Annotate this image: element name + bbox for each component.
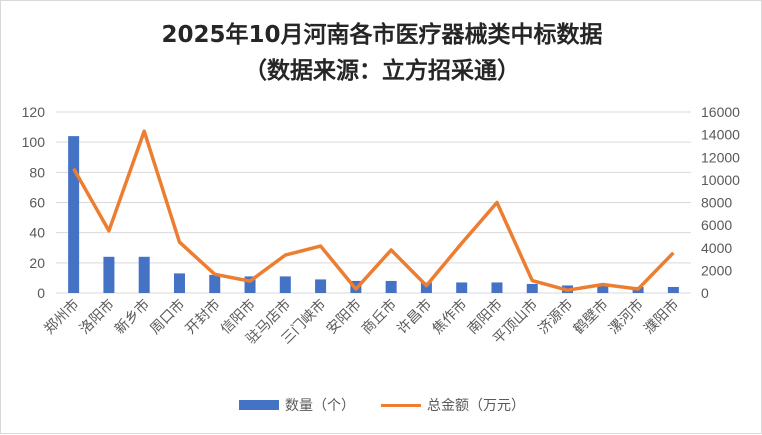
legend-label: 数量（个） — [285, 395, 355, 415]
category-label: 济源市 — [535, 296, 577, 338]
category-label: 漯河市 — [605, 296, 647, 338]
bar — [68, 136, 79, 293]
category-label: 开封市 — [182, 296, 224, 338]
left-tick-label: 20 — [29, 255, 45, 271]
bar — [174, 273, 185, 293]
legend-label: 总金额（万元） — [427, 395, 525, 415]
left-tick-label: 100 — [22, 134, 46, 150]
left-tick-label: 80 — [29, 164, 45, 180]
left-tick-label: 60 — [29, 195, 45, 211]
right-tick-label: 10000 — [701, 172, 740, 188]
right-tick-label: 16000 — [701, 104, 740, 120]
legend-item-count: 数量（个） — [239, 395, 355, 415]
left-tick-label: 40 — [29, 225, 45, 241]
category-label: 洛阳市 — [76, 296, 118, 338]
bar — [668, 287, 679, 293]
right-tick-label: 8000 — [701, 195, 732, 211]
bar — [280, 276, 291, 293]
category-label: 郑州市 — [41, 296, 83, 338]
left-tick-label: 120 — [22, 104, 46, 120]
right-tick-label: 0 — [701, 285, 709, 301]
bar — [386, 281, 397, 293]
left-tick-label: 0 — [37, 285, 45, 301]
right-tick-label: 14000 — [701, 127, 740, 143]
bar — [103, 257, 114, 293]
category-label: 安阳市 — [323, 296, 365, 338]
category-label: 许昌市 — [394, 296, 436, 338]
bar — [491, 282, 502, 293]
bar — [209, 275, 220, 293]
legend-swatch-bar — [239, 400, 279, 410]
right-tick-label: 4000 — [701, 240, 732, 256]
category-label: 濮阳市 — [640, 296, 682, 338]
category-label: 鹤壁市 — [570, 296, 612, 338]
bar — [456, 282, 467, 293]
right-tick-label: 2000 — [701, 262, 732, 278]
bar — [527, 284, 538, 293]
bar — [139, 257, 150, 293]
amount-line — [74, 131, 674, 290]
legend-item-amount: 总金额（万元） — [381, 395, 525, 415]
bar — [315, 279, 326, 293]
right-tick-label: 6000 — [701, 217, 732, 233]
category-label: 焦作市 — [429, 296, 471, 338]
category-label: 周口市 — [147, 296, 189, 338]
category-label: 商丘市 — [358, 296, 400, 338]
legend-swatch-line — [381, 404, 421, 407]
right-tick-label: 12000 — [701, 149, 740, 165]
category-label: 新乡市 — [111, 296, 153, 338]
legend: 数量（个） 总金额（万元） — [1, 395, 762, 415]
